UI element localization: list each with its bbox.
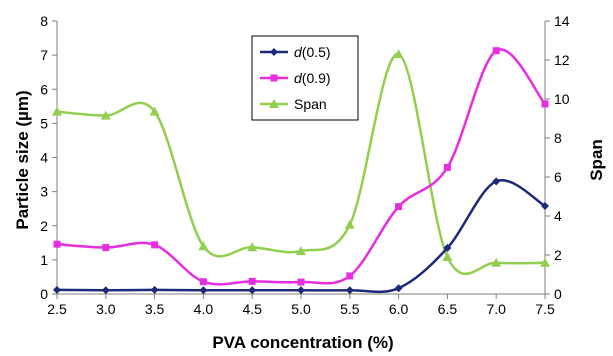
data-point	[492, 47, 500, 55]
data-point	[296, 246, 306, 256]
data-point	[247, 242, 258, 252]
x-tick-label: 4.0	[194, 301, 214, 317]
data-point	[100, 110, 111, 120]
data-point	[395, 203, 403, 211]
legend-label-italic: d	[294, 44, 303, 60]
data-point	[151, 241, 159, 249]
y2-tick-label: 0	[554, 286, 562, 302]
data-point	[393, 49, 404, 59]
legend-marker	[270, 74, 278, 82]
data-point	[149, 106, 160, 116]
y2-tick-label: 6	[554, 169, 562, 185]
data-point	[248, 277, 256, 285]
data-point	[53, 285, 61, 294]
data-point	[150, 285, 159, 294]
y2-tick-label: 8	[554, 130, 562, 146]
data-point	[297, 278, 305, 286]
x-tick-label: 5.5	[340, 301, 360, 317]
legend-marker	[270, 48, 278, 56]
legend-label-italic: d	[294, 70, 303, 86]
y-tick-label: 1	[40, 252, 48, 268]
series-Span	[52, 49, 550, 275]
y2-tick-label: 10	[554, 91, 570, 107]
legend-item: Span	[260, 96, 327, 112]
data-point	[198, 241, 209, 251]
data-point	[491, 257, 502, 267]
data-point	[345, 286, 354, 295]
y-tick-label: 8	[40, 13, 48, 29]
legend-item: d(0.9)	[260, 70, 331, 86]
data-point	[394, 284, 403, 293]
y2-axis-title: Span	[587, 139, 606, 181]
y-axis-title: Particle size (µm)	[13, 90, 32, 229]
x-tick-label: 2.5	[47, 301, 67, 317]
data-point	[248, 286, 257, 295]
legend-label-rest: (0.9)	[302, 70, 331, 86]
y-tick-label: 3	[40, 184, 48, 200]
data-point	[344, 219, 355, 229]
data-point	[442, 251, 453, 261]
data-point	[53, 240, 61, 248]
y-tick-label: 6	[40, 81, 48, 97]
legend-marker	[269, 99, 279, 108]
data-point	[101, 286, 110, 295]
x-tick-label: 7.5	[535, 301, 555, 317]
data-point	[199, 286, 208, 295]
x-tick-label: 7.0	[486, 301, 506, 317]
x-tick-label: 6.0	[389, 301, 409, 317]
y-tick-label: 2	[40, 218, 48, 234]
legend-label-rest: (0.5)	[302, 44, 331, 60]
legend-label: d(0.5)	[294, 44, 331, 60]
y-tick-label: 0	[40, 286, 48, 302]
data-point	[199, 278, 207, 286]
series-d(0.5)	[53, 177, 549, 295]
data-point	[297, 286, 305, 295]
series-d(0.9)	[53, 47, 549, 286]
legend: d(0.5)d(0.9)Span	[251, 35, 359, 121]
legend-label-rest: Span	[294, 96, 327, 112]
data-point	[52, 106, 62, 116]
data-point	[540, 257, 550, 267]
y2-tick-label: 4	[554, 208, 562, 224]
x-tick-label: 5.0	[291, 301, 311, 317]
data-point	[492, 177, 501, 186]
legend-label: Span	[294, 96, 327, 112]
legend-item: d(0.5)	[260, 44, 331, 60]
x-axis-title: PVA concentration (%)	[212, 333, 393, 352]
x-tick-label: 6.5	[438, 301, 458, 317]
data-point	[102, 244, 110, 252]
x-tick-label: 3.5	[145, 301, 165, 317]
legend-label: d(0.9)	[294, 70, 331, 86]
y-tick-label: 7	[40, 47, 48, 63]
series-line	[56, 179, 546, 294]
y-tick-label: 4	[40, 150, 48, 166]
data-point	[541, 100, 549, 108]
y2-tick-label: 2	[554, 247, 562, 263]
data-point	[443, 243, 452, 252]
series-layer	[52, 47, 550, 295]
y2-tick-label: 12	[554, 52, 570, 68]
data-point	[443, 163, 451, 171]
data-point	[541, 201, 549, 210]
x-tick-label: 4.5	[242, 301, 262, 317]
data-point	[346, 272, 354, 280]
series-line	[56, 48, 546, 286]
y-tick-label: 5	[40, 115, 48, 131]
x-tick-label: 3.0	[96, 301, 116, 317]
y2-tick-label: 14	[554, 13, 570, 29]
